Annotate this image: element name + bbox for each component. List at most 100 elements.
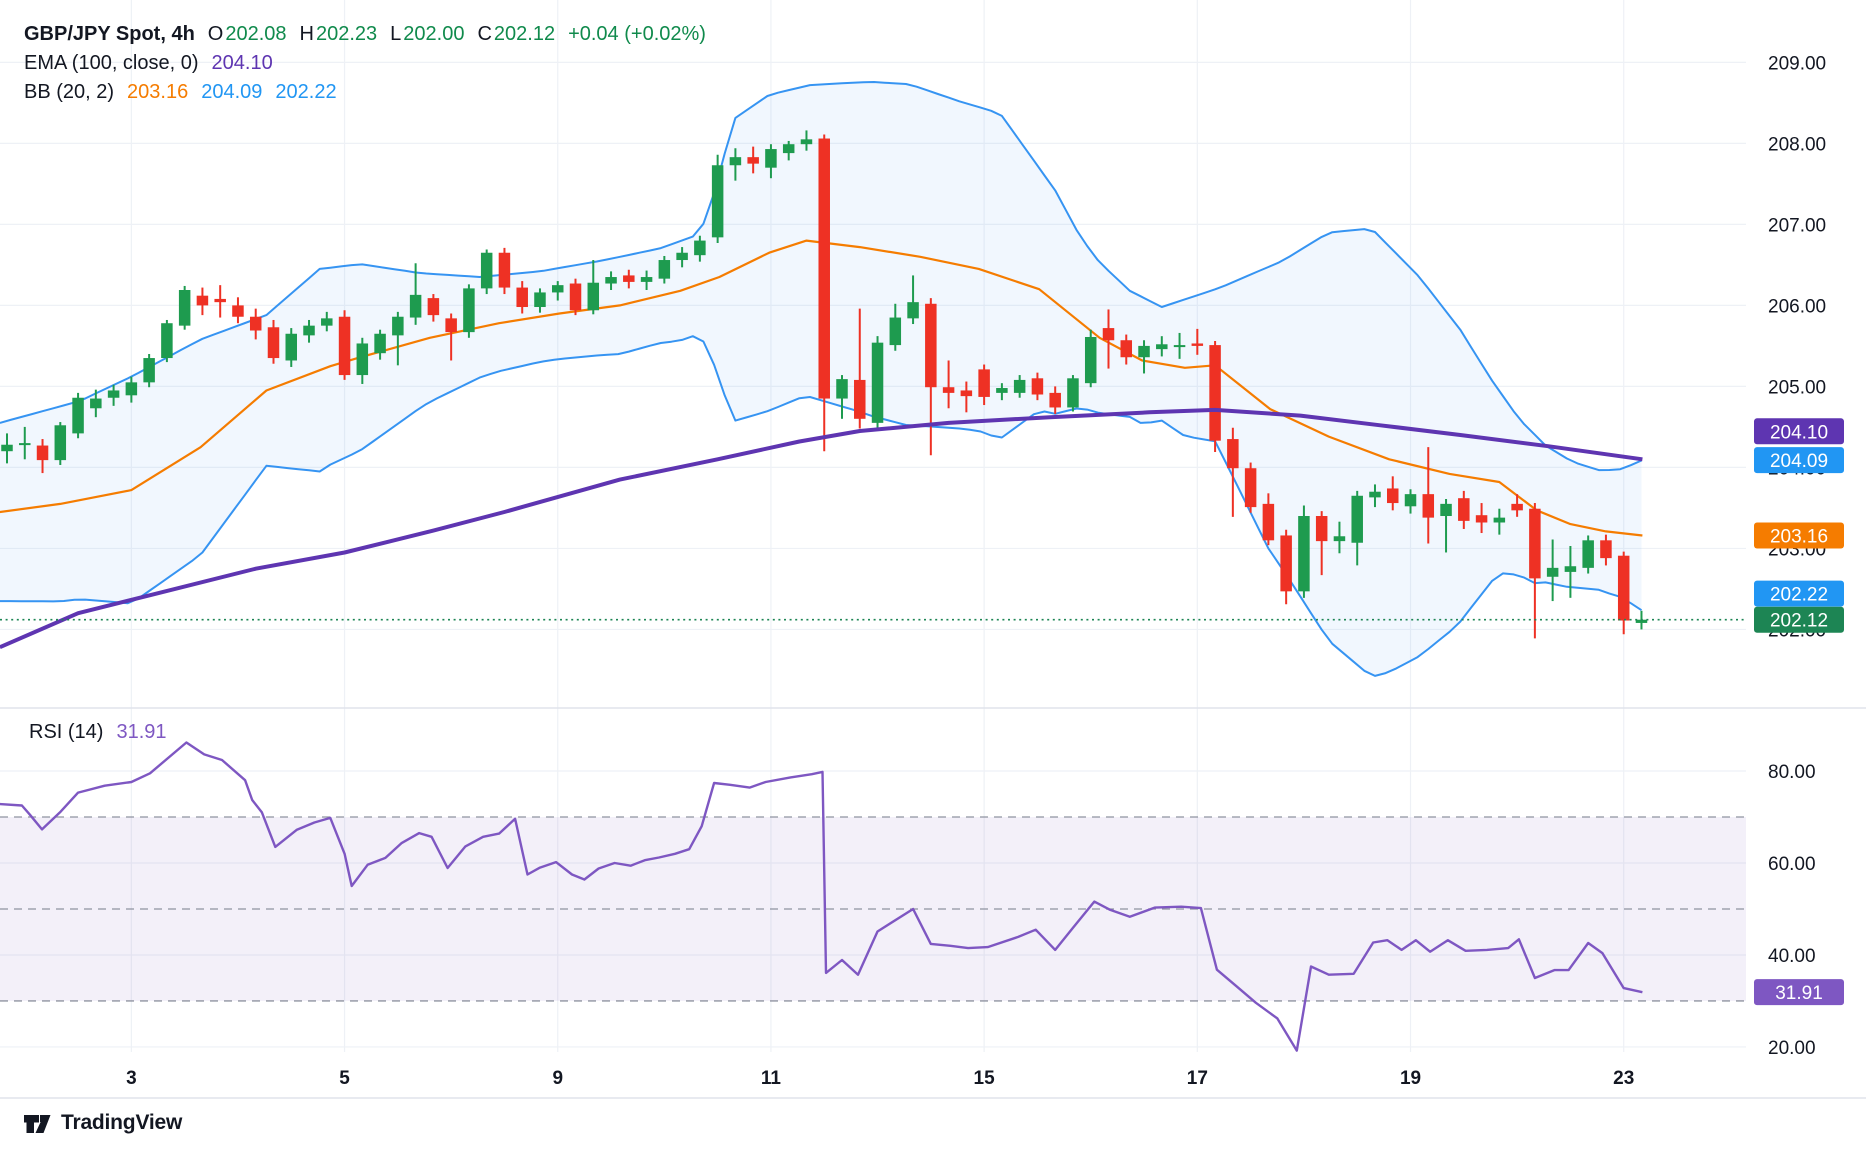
- candle-body: [107, 390, 120, 398]
- candle-body: [1049, 392, 1061, 408]
- candle-body: [942, 387, 955, 393]
- candle-body: [1156, 344, 1168, 350]
- candle-body: [196, 295, 209, 306]
- candle-body: [676, 252, 688, 261]
- price-axis-label: 208.00: [1768, 134, 1826, 155]
- candle-body: [1244, 468, 1257, 508]
- candle-body: [232, 305, 244, 317]
- candle-body: [694, 240, 706, 256]
- candle-body: [1582, 540, 1594, 568]
- time-axis-label: 11: [761, 1068, 782, 1089]
- candle-body: [285, 333, 298, 361]
- candle-body: [1475, 515, 1488, 523]
- candle-body: [480, 252, 493, 289]
- time-axis-label: 15: [974, 1068, 996, 1089]
- candle-body: [623, 275, 635, 282]
- candle-body: [392, 316, 404, 336]
- axis-badge-text: 31.91: [1775, 983, 1823, 1004]
- footer-branding[interactable]: TradingView: [22, 1108, 182, 1138]
- legend-symbol-row[interactable]: GBP/JPY Spot, 4h O 202.08 H 202.23 L 202.00…: [24, 20, 706, 49]
- candle-body: [1511, 503, 1523, 511]
- axis-badge: [1754, 418, 1844, 445]
- axis-badge: [1754, 580, 1844, 607]
- candle-body: [996, 388, 1008, 393]
- price-change: +0.04 (+0.02%): [568, 23, 706, 45]
- candle-body: [1493, 517, 1506, 523]
- time-axis-labels[interactable]: 3 5 9 11 15 17 19 23: [126, 1068, 1634, 1089]
- axis-badge-text: 203.16: [1770, 526, 1828, 547]
- legend-ema-row[interactable]: EMA (100, close, 0) 204.10: [24, 49, 706, 78]
- legend-bb-row[interactable]: BB (20, 2) 203.16 204.09 202.22: [24, 78, 706, 107]
- candle-body: [836, 379, 848, 399]
- price-axis-label: 209.00: [1768, 53, 1826, 74]
- candle-body: [1120, 340, 1133, 358]
- candle-body: [889, 317, 902, 346]
- ohlc-high: H 202.23: [299, 23, 378, 45]
- candle-body: [605, 277, 617, 284]
- time-axis-label: 5: [339, 1068, 350, 1089]
- ema-label: EMA (100, close, 0): [24, 52, 199, 74]
- candle-body: [818, 138, 830, 399]
- symbol-title: GBP/JPY Spot, 4h: [24, 23, 195, 45]
- bb-lower-value: 202.22: [275, 81, 337, 103]
- candle-body: [54, 425, 67, 461]
- time-axis-label: 9: [552, 1068, 563, 1089]
- legend-rsi[interactable]: RSI (14) 31.91: [29, 721, 167, 744]
- candle-body: [1, 444, 13, 452]
- candle-body: [658, 260, 671, 279]
- candle-body: [1013, 379, 1026, 393]
- axis-badge: [1754, 522, 1844, 549]
- candle-body: [36, 445, 49, 461]
- candle-body: [1564, 566, 1577, 572]
- time-axis-label: 3: [126, 1068, 137, 1089]
- candle-body: [711, 165, 724, 238]
- candle-body: [90, 398, 102, 409]
- candle-body: [374, 333, 386, 354]
- rsi-layer: [0, 741, 1746, 1052]
- candle-body: [125, 382, 138, 396]
- ema-line: [0, 407, 1643, 650]
- candle-body: [871, 342, 884, 423]
- candle-body: [1067, 378, 1079, 408]
- legend-main: GBP/JPY Spot, 4h O 202.08 H 202.23 L 202.00…: [24, 20, 706, 107]
- bollinger-upper-line: [0, 81, 1642, 472]
- candle-body: [1333, 536, 1346, 542]
- price-axis-label: 205.00: [1768, 377, 1826, 398]
- candle-body: [267, 327, 280, 359]
- candle-body: [551, 285, 564, 293]
- rsi-axis-label: 80.00: [1768, 762, 1816, 783]
- axis-badge: [1754, 447, 1844, 474]
- candle-body: [338, 316, 351, 376]
- time-axis-label: 23: [1613, 1068, 1634, 1089]
- candle-body: [960, 390, 973, 397]
- candle-body: [214, 298, 226, 303]
- price-axis-label: 206.00: [1768, 296, 1826, 317]
- candle-body: [1031, 378, 1044, 395]
- candle-body: [19, 443, 31, 446]
- candle-body: [1404, 494, 1417, 507]
- rsi-axis-label: 60.00: [1768, 854, 1816, 875]
- candle-body: [1227, 439, 1239, 469]
- candle-body: [1084, 336, 1097, 384]
- price-axis-labels[interactable]: 209.00208.00207.00206.00205.00204.00203.…: [1768, 53, 1826, 1059]
- rsi-axis-label: 40.00: [1768, 946, 1816, 967]
- rsi-axis-label: 20.00: [1768, 1038, 1816, 1059]
- ema-value: 204.10: [211, 52, 273, 74]
- candle-body: [427, 298, 440, 316]
- tradingview-logo-icon: [24, 1115, 51, 1133]
- bollinger-lower-line: [0, 335, 1643, 677]
- bb-basis-value: 203.16: [127, 81, 189, 103]
- axis-badge-text: 204.10: [1770, 422, 1828, 443]
- candle-body: [249, 316, 262, 331]
- time-axis-label: 17: [1187, 1068, 1208, 1089]
- candle-body: [1529, 508, 1541, 579]
- time-axis-label: 19: [1400, 1068, 1421, 1089]
- candle-body: [729, 157, 742, 166]
- candle-body: [1102, 328, 1115, 341]
- candle-body: [747, 157, 759, 164]
- bollinger-basis-line: [0, 239, 1643, 537]
- candle-body: [1298, 516, 1310, 592]
- candle-body: [516, 287, 528, 308]
